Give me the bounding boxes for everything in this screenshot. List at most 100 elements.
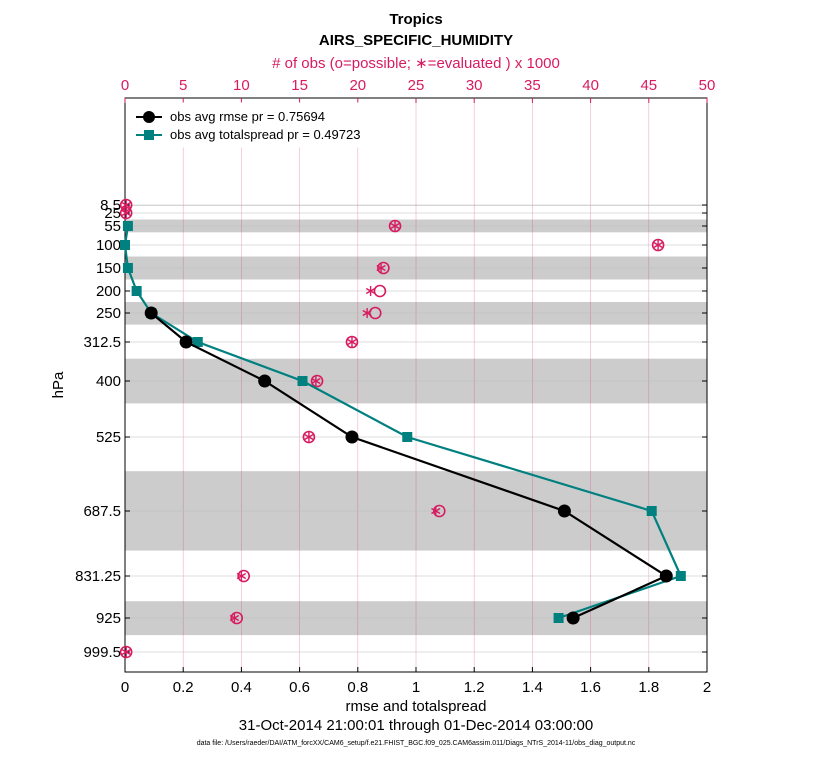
top-tick-label: 50: [699, 77, 716, 94]
x-tick-label: 1: [412, 679, 420, 696]
y-tick-label: 925: [96, 610, 121, 627]
totalspread-point: [122, 263, 133, 273]
totalspread-point: [402, 432, 413, 442]
obs-possible-marker: [373, 284, 387, 298]
x-tick-label: 0.6: [289, 679, 310, 696]
top-tick-label: 5: [179, 77, 187, 94]
obs-possible-marker: [388, 219, 402, 233]
top-tick-label: 10: [233, 77, 250, 94]
x-tick-label: 0.2: [173, 679, 194, 696]
obs-evaluated-marker: [121, 647, 131, 657]
obs-possible-marker: [651, 238, 665, 252]
top-tick-label: 40: [582, 77, 599, 94]
top-tick-label: 20: [349, 77, 366, 94]
y-tick-label: 312.5: [83, 334, 121, 351]
rmse-point: [179, 335, 193, 349]
totalspread-point: [120, 240, 130, 250]
obs-evaluated-marker: [365, 286, 376, 296]
legend-box: [129, 102, 393, 148]
rmse-point: [144, 306, 158, 320]
totalspread-point: [131, 286, 142, 296]
rmse-point: [345, 430, 359, 444]
totalspread-point: [553, 613, 564, 623]
y-tick-label: 831.25: [75, 568, 121, 585]
legend-spread-marker: [144, 130, 154, 140]
top-tick-label: 35: [524, 77, 541, 94]
shaded-band: [125, 205, 707, 206]
y-tick-label: 100: [96, 237, 121, 254]
obs-evaluated-marker: [236, 571, 247, 581]
x-axis-tick-marks: [124, 667, 708, 672]
rmse-point: [566, 611, 580, 625]
top-tick-label: 0: [121, 77, 129, 94]
obs-evaluated-marker: [347, 337, 357, 347]
obs-evaluated-marker: [311, 376, 321, 386]
obs-possible-marker: [310, 374, 324, 388]
obs-evaluated-marker: [653, 240, 663, 250]
obs-count-markers: [119, 198, 665, 659]
y-tick-label: 8.5: [100, 197, 121, 214]
obs-evaluated-marker: [229, 613, 240, 623]
obs-possible-marker: [302, 430, 316, 444]
totalspread-point: [122, 221, 133, 231]
x-tick-label: 0.8: [347, 679, 368, 696]
totalspread-point: [192, 337, 203, 347]
legend: obs avg rmse pr = 0.75694 obs avg totals…: [129, 102, 393, 148]
vertical-gridlines: [182, 98, 650, 672]
y-tick-label: 200: [96, 283, 121, 300]
obs-evaluated-marker: [362, 308, 372, 318]
obs-possible-marker: [119, 645, 133, 659]
obs-evaluated-marker: [304, 432, 314, 442]
obs-possible-marker: [432, 504, 446, 518]
top-tick-label: 15: [291, 77, 308, 94]
data-file-footnote: data file: /Users/raeder/DAI/ATM_forcXX/…: [197, 740, 636, 747]
y-tick-label: 999.5: [83, 644, 121, 661]
top-tick-label: 45: [640, 77, 657, 94]
top-tick-label: 25: [408, 77, 425, 94]
obs-possible-marker: [345, 335, 359, 349]
y-tick-label: 250: [96, 305, 121, 322]
obs-evaluated-marker: [121, 208, 131, 218]
y-tick-label: 150: [96, 260, 121, 277]
top-axis-label: # of obs (o=possible; ∗=evaluated ) x 10…: [272, 55, 560, 72]
x-tick-label: 1.8: [638, 679, 659, 696]
legend-rmse-marker: [143, 111, 155, 123]
obs-evaluated-marker: [390, 221, 400, 231]
rmse-point: [557, 504, 571, 518]
x-tick-label: 1.2: [464, 679, 485, 696]
legend-rmse-label: obs avg rmse pr = 0.75694: [170, 109, 325, 124]
totalspread-line: [123, 225, 683, 620]
chart-subtitle: AIRS_SPECIFIC_HUMIDITY: [319, 32, 513, 49]
date-range: 31-Oct-2014 21:00:01 through 01-Dec-2014…: [239, 717, 593, 734]
horizontal-gridlines: [125, 204, 707, 653]
obs-possible-marker: [230, 611, 244, 625]
x-axis-tick-labels: 0 0.2 0.4 0.6 0.8 1 1.2 1.4 1.6 1.8 2: [121, 679, 711, 696]
chart-title: Tropics: [389, 11, 442, 28]
x-tick-label: 2: [703, 679, 711, 696]
obs-possible-marker: [377, 261, 390, 275]
x-tick-label: 0: [121, 679, 129, 696]
y-tick-label: 687.5: [83, 503, 121, 520]
rmse-point: [258, 374, 272, 388]
obs-possible-marker: [368, 306, 382, 320]
totalspread-point: [675, 571, 686, 581]
top-axis-tick-labels: 0 5 10 15 20 25 30 35 40 45 50: [121, 77, 716, 103]
totalspread-point: [297, 376, 308, 386]
x-tick-label: 1.4: [522, 679, 543, 696]
legend-spread-label: obs avg totalspread pr = 0.49723: [170, 127, 360, 142]
data-series: [120, 221, 686, 625]
obs-possible-marker: [237, 569, 251, 583]
y-tick-label: 25: [104, 205, 121, 222]
y-tick-label: 525: [96, 429, 121, 446]
y-tick-label: 55: [104, 218, 121, 235]
rmse-point: [659, 569, 673, 583]
y-axis-label: hPa: [50, 371, 67, 398]
totalspread-point: [646, 506, 657, 516]
x-tick-label: 0.4: [231, 679, 252, 696]
x-axis-label: rmse and totalspread: [346, 698, 487, 715]
y-tick-label: 400: [96, 373, 121, 390]
obs-evaluated-marker: [431, 506, 441, 516]
obs-evaluated-marker: [376, 263, 386, 273]
